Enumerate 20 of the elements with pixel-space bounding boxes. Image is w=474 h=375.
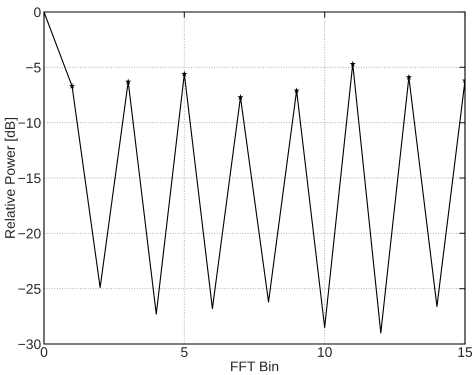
point [350, 60, 356, 67]
x-tick-label: 5 [181, 347, 188, 357]
point [181, 70, 188, 77]
y-tick-label: 0 [34, 7, 41, 18]
y-tick-label: −30 [18, 339, 41, 350]
y-axis-title: Relative Power [dB] [4, 118, 18, 238]
y-tick-label: −10 [18, 118, 41, 128]
y-tick-label: −20 [18, 228, 41, 239]
y-tick-label: −25 [18, 284, 41, 294]
x-axis-title: FFT Bin [231, 361, 278, 372]
x-tick-label: 10 [318, 347, 332, 357]
point [125, 78, 132, 84]
point [237, 94, 244, 100]
point [406, 74, 412, 80]
x-tick-label: 0 [40, 347, 48, 357]
y-tick-label: −5 [26, 62, 41, 73]
y-tick-label: −15 [18, 173, 41, 184]
point [68, 82, 76, 89]
x-tick-label: 15 [458, 347, 472, 357]
point [294, 87, 300, 94]
